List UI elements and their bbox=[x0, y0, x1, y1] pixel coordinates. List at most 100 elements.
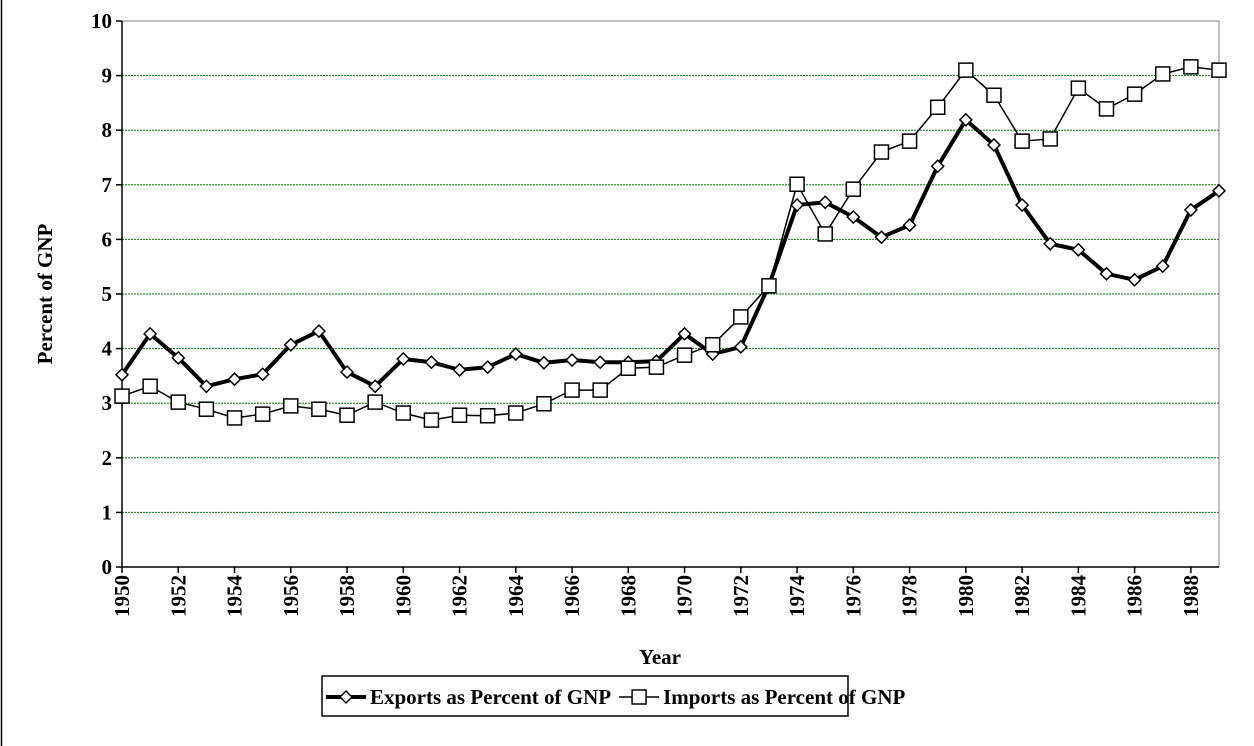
data-point bbox=[451, 407, 468, 423]
y-tick-label: 6 bbox=[102, 227, 113, 251]
data-point bbox=[1099, 266, 1114, 281]
data-point bbox=[620, 360, 637, 377]
data-point bbox=[254, 406, 271, 422]
x-tick-label: 1984 bbox=[1066, 575, 1090, 618]
data-point bbox=[564, 382, 580, 398]
data-point bbox=[480, 360, 495, 375]
data-point bbox=[845, 181, 862, 197]
y-tick-label: 2 bbox=[102, 446, 113, 470]
data-point bbox=[536, 355, 551, 370]
data-point bbox=[592, 382, 608, 398]
series-line bbox=[120, 116, 1221, 389]
data-point bbox=[1071, 242, 1086, 257]
data-point bbox=[790, 197, 805, 213]
data-point bbox=[536, 395, 552, 412]
x-tick-label: 1960 bbox=[391, 575, 415, 617]
x-tick-label: 1982 bbox=[1010, 575, 1034, 617]
data-point bbox=[648, 359, 665, 375]
x-tick-label: 1968 bbox=[616, 575, 640, 617]
x-tick-label: 1954 bbox=[223, 575, 247, 618]
data-point bbox=[114, 367, 130, 382]
data-point bbox=[929, 99, 946, 116]
data-point bbox=[789, 176, 805, 193]
x-axis-label: Year bbox=[639, 645, 681, 669]
data-point bbox=[395, 405, 412, 421]
x-tick-label: 1974 bbox=[785, 575, 809, 618]
data-point bbox=[368, 379, 383, 394]
data-point bbox=[255, 367, 270, 382]
data-point bbox=[170, 394, 187, 410]
data-point bbox=[226, 410, 243, 426]
data-point bbox=[311, 401, 327, 417]
data-point bbox=[1183, 59, 1199, 75]
data-point bbox=[171, 350, 186, 365]
plot-area bbox=[121, 20, 1220, 568]
data-point bbox=[1211, 183, 1227, 198]
legend-label: Exports as Percent of GNP bbox=[370, 685, 611, 709]
y-tick-label: 4 bbox=[102, 337, 113, 361]
x-tick-label: 1962 bbox=[448, 575, 472, 617]
data-point bbox=[733, 339, 748, 355]
data-point bbox=[874, 230, 889, 245]
data-point bbox=[424, 355, 439, 370]
data-point bbox=[452, 362, 467, 377]
data-point bbox=[143, 326, 158, 341]
data-point bbox=[1183, 202, 1198, 217]
x-tick-label: 1988 bbox=[1179, 575, 1203, 617]
x-tick-label: 1970 bbox=[673, 575, 697, 617]
data-point bbox=[1155, 259, 1170, 274]
data-point bbox=[930, 159, 945, 174]
y-tick-label: 5 bbox=[102, 282, 113, 306]
data-point bbox=[1015, 197, 1030, 213]
data-point bbox=[227, 372, 242, 387]
data-point bbox=[508, 405, 524, 421]
data-point bbox=[1154, 66, 1171, 82]
data-point bbox=[958, 112, 973, 127]
x-tick-label: 1972 bbox=[729, 575, 753, 617]
x-tick-label: 1976 bbox=[841, 575, 865, 617]
data-point bbox=[817, 226, 833, 242]
data-point bbox=[367, 394, 383, 410]
y-tick-label: 10 bbox=[91, 9, 112, 33]
data-point bbox=[479, 408, 496, 424]
data-point bbox=[1127, 272, 1142, 287]
data-point bbox=[1098, 101, 1115, 117]
data-point bbox=[1070, 80, 1087, 96]
data-point bbox=[958, 62, 974, 78]
x-tick-label: 1950 bbox=[110, 575, 134, 617]
legend-label: Imports as Percent of GNP bbox=[663, 685, 905, 709]
data-point bbox=[986, 137, 1002, 153]
data-point bbox=[423, 412, 440, 428]
data-point bbox=[339, 407, 355, 423]
data-point bbox=[1014, 133, 1030, 149]
data-point bbox=[283, 337, 298, 352]
data-point bbox=[818, 195, 833, 210]
x-tick-label: 1952 bbox=[166, 575, 190, 617]
data-point bbox=[142, 378, 158, 395]
data-point bbox=[873, 144, 890, 160]
data-point bbox=[901, 133, 918, 149]
data-point bbox=[593, 355, 608, 370]
data-point bbox=[283, 398, 299, 414]
legend-marker bbox=[338, 689, 354, 705]
data-point bbox=[761, 278, 777, 294]
data-point bbox=[677, 326, 692, 341]
data-point bbox=[564, 353, 580, 368]
data-point bbox=[114, 388, 130, 404]
data-point bbox=[1126, 86, 1143, 102]
data-point bbox=[198, 401, 215, 417]
data-point bbox=[311, 324, 326, 339]
y-axis-label: Percent of GNP bbox=[33, 223, 57, 364]
legend-box bbox=[321, 675, 849, 717]
y-tick-label: 8 bbox=[102, 118, 113, 142]
data-point bbox=[986, 87, 1002, 104]
x-tick-label: 1980 bbox=[954, 575, 978, 617]
x-tick-label: 1978 bbox=[898, 575, 922, 617]
y-tick-label: 0 bbox=[102, 555, 113, 579]
data-point bbox=[339, 365, 355, 380]
data-point bbox=[676, 347, 693, 363]
data-point bbox=[902, 218, 917, 233]
y-tick-label: 9 bbox=[102, 64, 113, 88]
